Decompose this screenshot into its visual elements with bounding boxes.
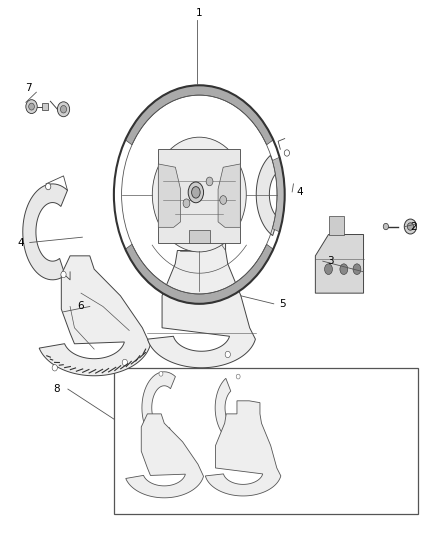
Polygon shape bbox=[23, 184, 67, 280]
Ellipse shape bbox=[26, 100, 37, 114]
Polygon shape bbox=[148, 232, 255, 368]
Text: 2: 2 bbox=[410, 222, 417, 231]
Polygon shape bbox=[218, 164, 240, 227]
Polygon shape bbox=[272, 157, 285, 232]
Ellipse shape bbox=[404, 219, 417, 234]
Ellipse shape bbox=[220, 196, 226, 204]
Text: 4: 4 bbox=[18, 238, 25, 247]
Ellipse shape bbox=[191, 187, 200, 198]
Bar bbox=[114, 368, 418, 514]
Ellipse shape bbox=[61, 271, 66, 278]
Ellipse shape bbox=[159, 372, 163, 376]
Text: 8: 8 bbox=[53, 384, 60, 394]
Polygon shape bbox=[215, 378, 232, 439]
Ellipse shape bbox=[225, 351, 230, 358]
Ellipse shape bbox=[122, 359, 127, 366]
Ellipse shape bbox=[284, 150, 290, 156]
Polygon shape bbox=[315, 235, 364, 293]
Text: 6: 6 bbox=[78, 302, 85, 311]
Ellipse shape bbox=[152, 137, 246, 252]
Ellipse shape bbox=[383, 223, 389, 230]
Polygon shape bbox=[189, 230, 209, 243]
Ellipse shape bbox=[28, 103, 34, 110]
Polygon shape bbox=[142, 372, 175, 443]
Polygon shape bbox=[158, 164, 180, 227]
Ellipse shape bbox=[60, 106, 67, 113]
Ellipse shape bbox=[236, 374, 240, 379]
Polygon shape bbox=[126, 414, 204, 498]
Ellipse shape bbox=[52, 365, 57, 371]
Ellipse shape bbox=[57, 102, 70, 117]
Ellipse shape bbox=[325, 264, 332, 274]
Polygon shape bbox=[158, 149, 240, 243]
Polygon shape bbox=[39, 256, 150, 376]
Ellipse shape bbox=[206, 177, 213, 186]
Polygon shape bbox=[125, 85, 273, 145]
Text: 7: 7 bbox=[25, 83, 32, 93]
Polygon shape bbox=[205, 401, 281, 496]
Ellipse shape bbox=[46, 183, 51, 190]
Polygon shape bbox=[125, 244, 273, 304]
Text: 5: 5 bbox=[279, 299, 286, 309]
Ellipse shape bbox=[183, 199, 190, 208]
Ellipse shape bbox=[188, 182, 204, 203]
Text: 3: 3 bbox=[327, 256, 334, 266]
Polygon shape bbox=[42, 103, 48, 110]
Ellipse shape bbox=[340, 264, 348, 274]
Ellipse shape bbox=[407, 223, 413, 230]
Text: 1: 1 bbox=[196, 9, 203, 18]
Polygon shape bbox=[256, 155, 278, 236]
Text: 4: 4 bbox=[297, 187, 304, 197]
Ellipse shape bbox=[353, 264, 361, 274]
Polygon shape bbox=[328, 216, 344, 235]
